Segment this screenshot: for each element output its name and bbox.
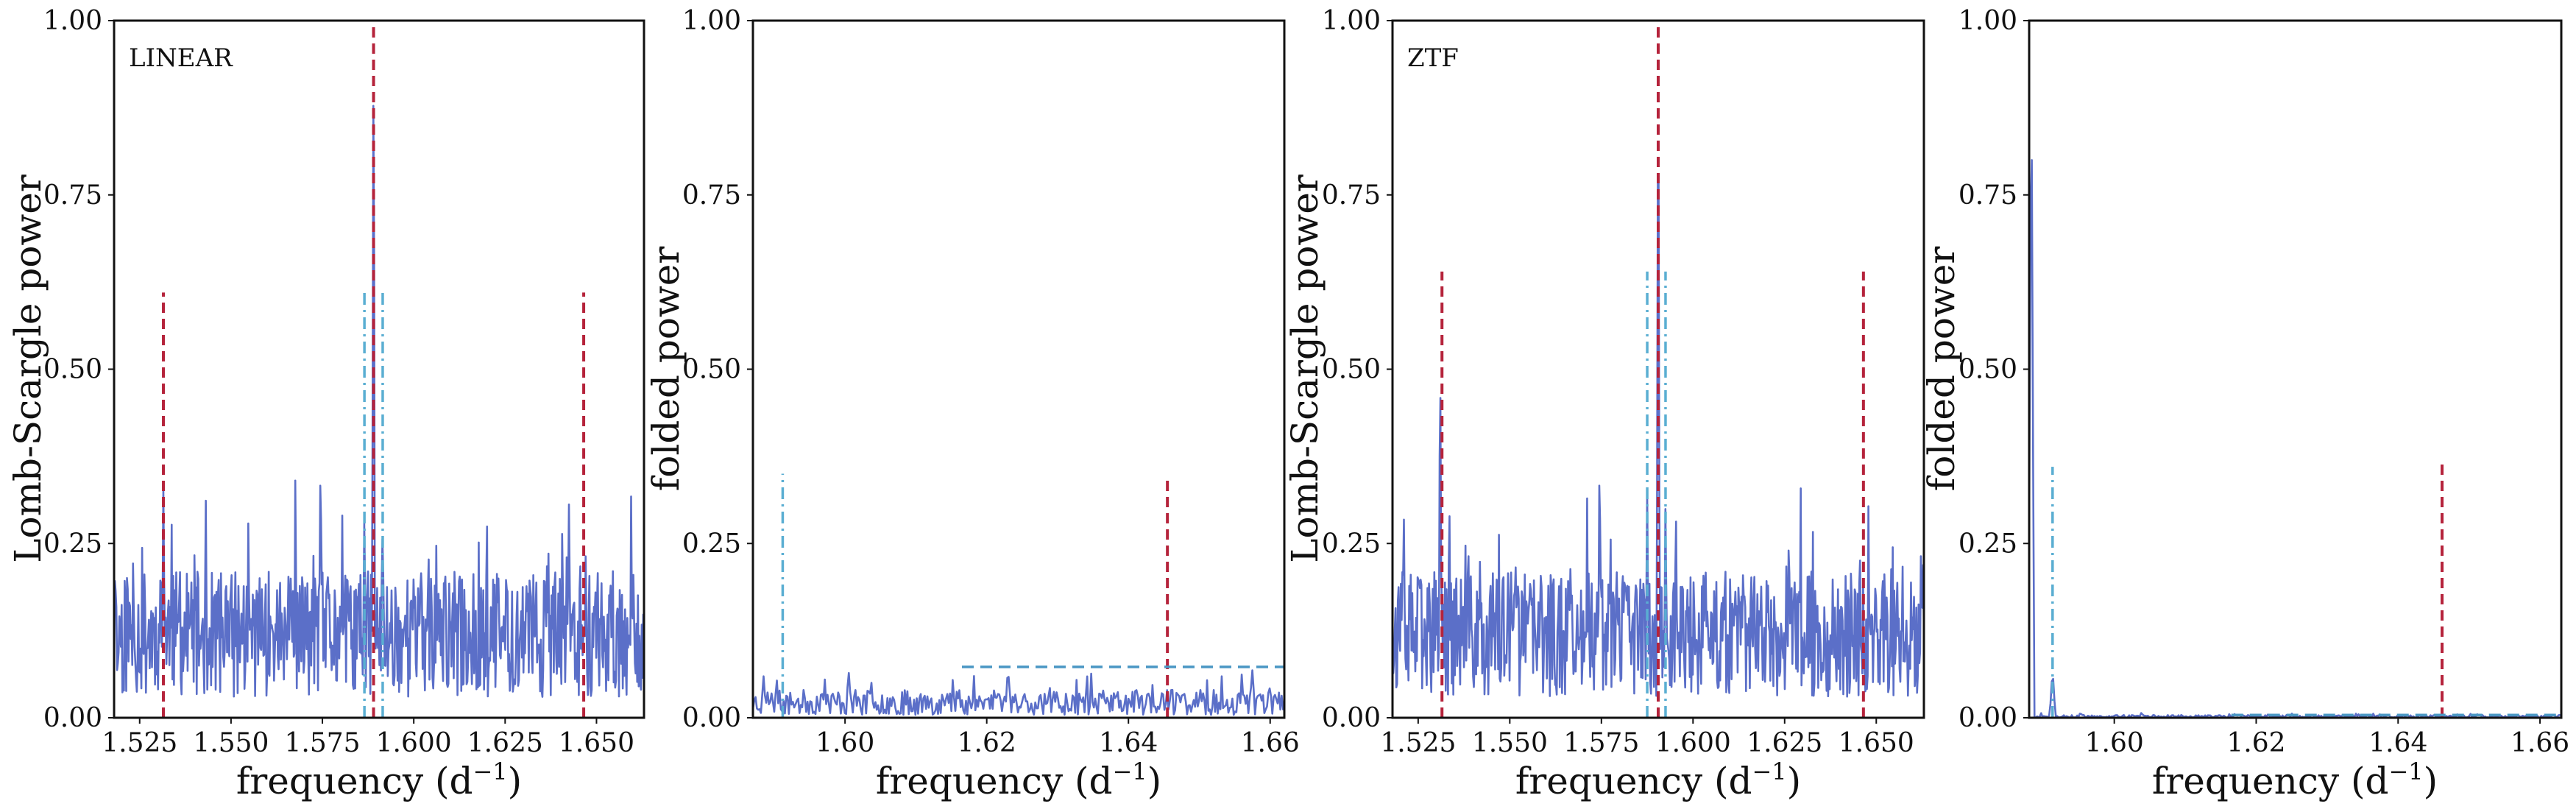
panel-3-ytick-label-3: 0.50 [1322, 355, 1381, 385]
panel-2-x-axis-label-tail: ) [1147, 760, 1162, 802]
panel-4-x-axis-label-sup: −1 [2388, 758, 2423, 785]
panel-3-xtick-label-2: 1.550 [1472, 728, 1548, 758]
panel-1-ytick-label-3: 0.50 [43, 355, 102, 385]
panel-2-x-axis-label-sup: −1 [1112, 758, 1147, 785]
panel-2-xtick-label-1: 1.60 [815, 728, 874, 758]
panel-2-ytick-label-3: 0.50 [682, 355, 741, 385]
panel-4-x-axis-label-tail: ) [2424, 760, 2438, 802]
panel-2-ytick-label-2: 0.25 [682, 529, 741, 559]
panel-3-xtick-label-1: 1.525 [1380, 728, 1456, 758]
panel-3-ytick-label-5: 1.00 [1322, 6, 1381, 36]
panel-4-xtick-label-2: 1.62 [2226, 728, 2285, 758]
panel-2-frame [751, 19, 1286, 719]
panel-4-xtick-label-3: 1.64 [2368, 728, 2427, 758]
panel-3-x-axis-label-main: frequency (d [1515, 760, 1752, 802]
panel-2-ytick-label-5: 1.00 [682, 6, 741, 36]
panel-2-ytick-label-1: 0.00 [682, 703, 741, 733]
panel-3: 1.525 1.550 1.575 1.600 1.625 1.650 0.00 0.25 0.… [1284, 6, 1925, 802]
panel-3-xtick-label-5: 1.625 [1747, 728, 1822, 758]
panel-2-x-axis-label: frequency (d−1) [876, 758, 1161, 802]
panel-4-x-axis-label: frequency (d−1) [2152, 758, 2438, 802]
panel-4-xtick-label-4: 1.66 [2510, 728, 2569, 758]
panel-3-x-axis-label-tail: ) [1787, 760, 1802, 802]
panel-4-power-trace [2029, 159, 2561, 718]
panel-4-ytick-label-4: 0.75 [1958, 180, 2017, 211]
panel-1-ytick-label-1: 0.00 [43, 703, 102, 733]
panel-1-y-axis-label: Lomb-Scargle power [7, 174, 49, 563]
panel-3-plot: 1.525 1.550 1.575 1.600 1.625 1.650 0.00 0.25 0.… [1322, 6, 1924, 758]
panel-2-xtick-label-4: 1.66 [1241, 728, 1300, 758]
panel-4-ytick-label-2: 0.25 [1958, 529, 2017, 559]
panel-2-xtick-label-3: 1.64 [1099, 728, 1158, 758]
panel-1-xtick-label-4: 1.600 [376, 728, 452, 758]
panel-4-ytick-label-1: 0.00 [1958, 703, 2017, 733]
panel-4-ytick-label-3: 0.50 [1958, 355, 2017, 385]
panel-2-x-axis-label-main: frequency (d [876, 760, 1113, 802]
panel-1-xtick-label-5: 1.625 [467, 728, 543, 758]
panel-1-xtick-label-1: 1.525 [102, 728, 177, 758]
panel-3-xtick-label-4: 1.600 [1655, 728, 1731, 758]
panel-1: 1.525 1.550 1.575 1.600 1.625 1.650 0.00 0.25 0.… [7, 6, 645, 802]
panel-3-x-axis-label-sup: −1 [1752, 758, 1786, 785]
panel-3-ytick-label-4: 0.75 [1322, 180, 1381, 211]
panel-1-x-axis-label: frequency (d−1) [236, 758, 522, 802]
panel-4-frame [2028, 19, 2563, 719]
panel-3-y-axis-label: Lomb-Scargle power [1284, 174, 1326, 563]
panel-1-xtick-label-6: 1.650 [559, 728, 634, 758]
panel-1-power-trace [114, 105, 644, 698]
panel-1-ytick-label-2: 0.25 [43, 529, 102, 559]
panel-3-frame [1391, 19, 1925, 719]
panel-3-xtick-label-3: 1.575 [1563, 728, 1639, 758]
panel-1-frame [113, 19, 645, 719]
panel-4-ytick-label-5: 1.00 [1958, 6, 2017, 36]
panel-1-x-axis-label-main: frequency (d [236, 760, 473, 802]
panel-4-x-axis-label-main: frequency (d [2152, 760, 2389, 802]
panel-1-ytick-label-4: 0.75 [43, 180, 102, 211]
panel-4-y-axis-label: folded power [1920, 247, 1963, 492]
panel-4: 1.60 1.62 1.64 1.66 0.00 0.25 0.50 0.75 1.00 fol… [1920, 6, 2569, 802]
panel-1-x-axis-label-tail: ) [508, 760, 523, 802]
panel-1-ytick-label-5: 1.00 [43, 6, 102, 36]
panel-1-corner-label: LINEAR [129, 43, 233, 73]
panel-2-plot: 1.60 1.62 1.64 1.66 0.00 0.25 0.50 0.75 1.00 [682, 6, 1300, 758]
panel-3-ytick-label-1: 0.00 [1322, 703, 1381, 733]
panel-1-plot: 1.525 1.550 1.575 1.600 1.625 1.650 0.00 0.25 0.… [43, 6, 644, 758]
panel-1-x-axis-label-sup: −1 [473, 758, 507, 785]
panel-3-ytick-label-2: 0.25 [1322, 529, 1381, 559]
panel-2-xtick-label-2: 1.62 [958, 728, 1016, 758]
panel-3-corner-label: ZTF [1407, 43, 1459, 73]
panel-2: 1.60 1.62 1.64 1.66 0.00 0.25 0.50 0.75 1.00 fol… [645, 6, 1300, 802]
panel-2-y-axis-label: folded power [645, 247, 687, 492]
panel-2-ytick-label-4: 0.75 [682, 180, 741, 211]
panel-2-power-trace [753, 669, 1284, 716]
panel-1-xtick-label-2: 1.550 [193, 728, 269, 758]
panel-1-xtick-label-3: 1.575 [285, 728, 361, 758]
panel-4-xtick-label-1: 1.60 [2085, 728, 2144, 758]
panel-4-plot: 1.60 1.62 1.64 1.66 0.00 0.25 0.50 0.75 1.00 [1958, 6, 2569, 758]
panel-3-xtick-label-6: 1.650 [1839, 728, 1914, 758]
panel-3-x-axis-label: frequency (d−1) [1515, 758, 1801, 802]
